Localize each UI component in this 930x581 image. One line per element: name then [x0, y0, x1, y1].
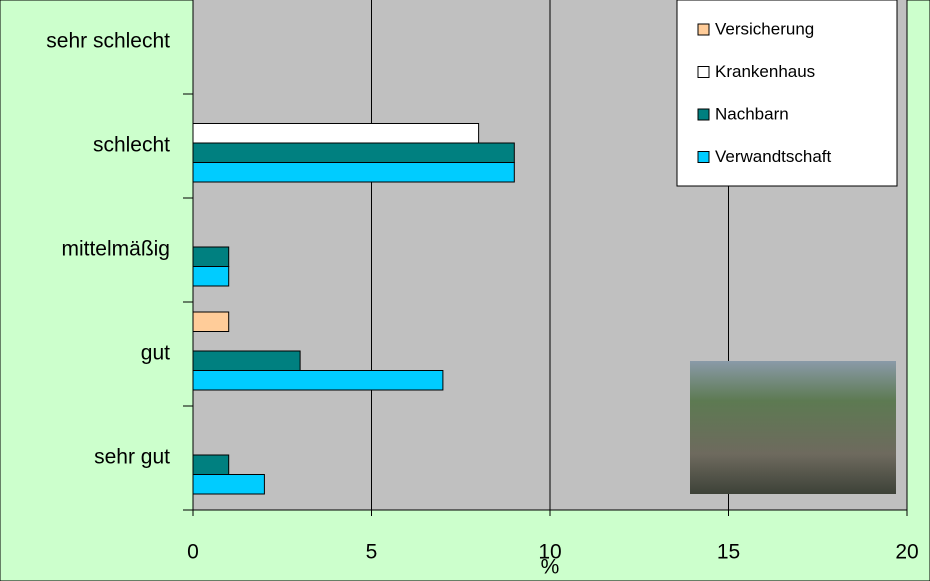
bar — [192, 454, 230, 475]
y-tick-label: schlecht — [93, 134, 170, 157]
bar — [192, 246, 230, 267]
bar — [192, 350, 301, 371]
legend-label: Versicherung — [715, 19, 814, 38]
bar — [192, 474, 265, 495]
legend-swatch — [697, 108, 710, 121]
legend-label: Krankenhaus — [715, 62, 815, 81]
x-tick-label: 20 — [895, 541, 918, 564]
bar — [192, 142, 515, 163]
bar — [192, 123, 480, 144]
bar — [192, 311, 230, 332]
x-tick-label: 15 — [717, 541, 740, 564]
legend-label: Verwandtschaft — [715, 147, 832, 166]
bar — [192, 370, 444, 391]
photo — [690, 361, 896, 494]
x-tick-label: 5 — [366, 541, 378, 564]
y-tick-label: sehr schlecht — [46, 30, 170, 53]
bar — [192, 162, 515, 183]
y-tick-label: sehr gut — [94, 446, 170, 469]
y-tick-label: mittelmäßig — [61, 238, 170, 261]
x-tick-label: 0 — [187, 541, 199, 564]
x-tick-label: 10 — [538, 541, 561, 564]
legend — [676, 0, 898, 187]
bar — [192, 266, 230, 287]
legend-swatch — [697, 66, 710, 78]
legend-swatch — [697, 23, 710, 36]
y-tick-label: gut — [141, 342, 170, 365]
x-axis-label: % — [541, 556, 560, 579]
legend-label: Nachbarn — [715, 104, 789, 123]
legend-swatch — [697, 151, 710, 163]
